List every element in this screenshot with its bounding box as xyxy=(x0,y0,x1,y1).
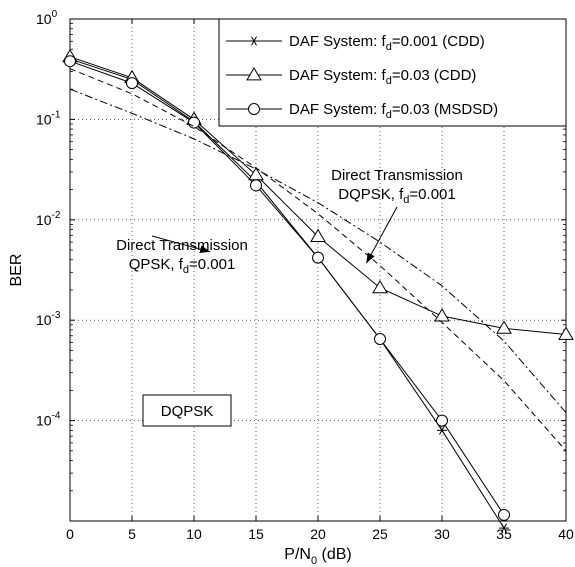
legend-label-0: DAF System: fd=0.001 (CDD) xyxy=(289,33,485,53)
series-4-line xyxy=(69,88,567,413)
series-1-point-6 xyxy=(434,308,450,322)
y-axis-label: BER xyxy=(8,254,25,287)
series-0-point-6 xyxy=(437,425,447,435)
legend: DAF System: fd=0.001 (CDD) DAF System: fd… xyxy=(218,18,567,127)
x-tick-label-1: 5 xyxy=(128,526,136,542)
y-tick-label-0: 100 xyxy=(36,9,58,27)
annotation-dqpsk-line2: DQPSK, fd=0.001 xyxy=(338,186,455,206)
x-tick-label-6: 30 xyxy=(434,526,450,542)
series-1-point-5 xyxy=(372,279,388,294)
series-2-point-1 xyxy=(126,77,138,90)
series-layer xyxy=(62,48,574,533)
legend-box xyxy=(218,18,567,127)
annotation-qpsk-line2: QPSK, fd=0.001 xyxy=(129,256,236,276)
series-1-point-7 xyxy=(496,320,512,334)
series-2-point-5 xyxy=(374,332,386,345)
y-tick-label-1: 10-1 xyxy=(36,109,61,127)
series-0-point-7 xyxy=(499,523,509,533)
series-2 xyxy=(64,55,510,521)
series-1-point-8 xyxy=(558,326,574,340)
x-tick-label-0: 0 xyxy=(66,526,74,542)
axis-ticks: 0 5 10 15 20 25 30 35 40 100 10-1 10-2 10-3 10-4 xyxy=(36,9,574,542)
legend-label-2: DAF System: fd=0.03 (MSDSD) xyxy=(289,101,498,121)
series-2-point-6 xyxy=(436,414,448,427)
series-2-point-0 xyxy=(64,55,76,68)
series-2-point-3 xyxy=(250,179,262,192)
annotation-arrow-dqpsk xyxy=(365,206,398,264)
x-tick-label-3: 15 xyxy=(248,526,264,542)
series-2-point-4 xyxy=(312,251,324,264)
annotation-arrows xyxy=(151,206,398,264)
annotation-arrow-qpsk xyxy=(151,235,211,254)
x-tick-label-4: 20 xyxy=(310,526,326,542)
annotation-qpsk: Direct Transmission QPSK, fd=0.001 xyxy=(116,237,248,276)
legend-marker-0 xyxy=(249,36,259,46)
annotation-dqpsk-line1: Direct Transmission xyxy=(331,167,463,184)
series-2-point-2 xyxy=(188,116,200,129)
x-tick-label-7: 35 xyxy=(496,526,512,542)
annotation-dqpsk: Direct Transmission DQPSK, fd=0.001 xyxy=(331,167,463,206)
x-axis-label: P/N0 (dB) xyxy=(284,546,351,567)
y-tick-label-2: 10-2 xyxy=(36,210,61,228)
series-1-point-4 xyxy=(310,228,326,243)
x-tick-label-5: 25 xyxy=(372,526,388,542)
series-2-line xyxy=(69,60,505,516)
series-4 xyxy=(69,88,567,413)
series-1-point-3 xyxy=(248,166,264,181)
series-3-line xyxy=(69,68,567,452)
series-0-line xyxy=(69,58,505,529)
series-3 xyxy=(69,68,567,452)
legend-label-1: DAF System: fd=0.03 (CDD) xyxy=(289,67,476,87)
dqpsk-box: DQPSK xyxy=(142,394,232,427)
legend-marker-2 xyxy=(248,103,260,115)
annotation-qpsk-line1: Direct Transmission xyxy=(116,237,248,254)
x-tick-label-2: 10 xyxy=(186,526,202,542)
dqpsk-box-label: DQPSK xyxy=(161,403,214,420)
y-tick-label-3: 10-3 xyxy=(36,310,61,328)
y-tick-label-4: 10-4 xyxy=(36,411,61,429)
legend-marker-1 xyxy=(246,67,262,81)
x-tick-label-8: 40 xyxy=(558,526,574,542)
series-2-point-7 xyxy=(498,508,510,521)
dqpsk-box-frame xyxy=(142,394,232,427)
